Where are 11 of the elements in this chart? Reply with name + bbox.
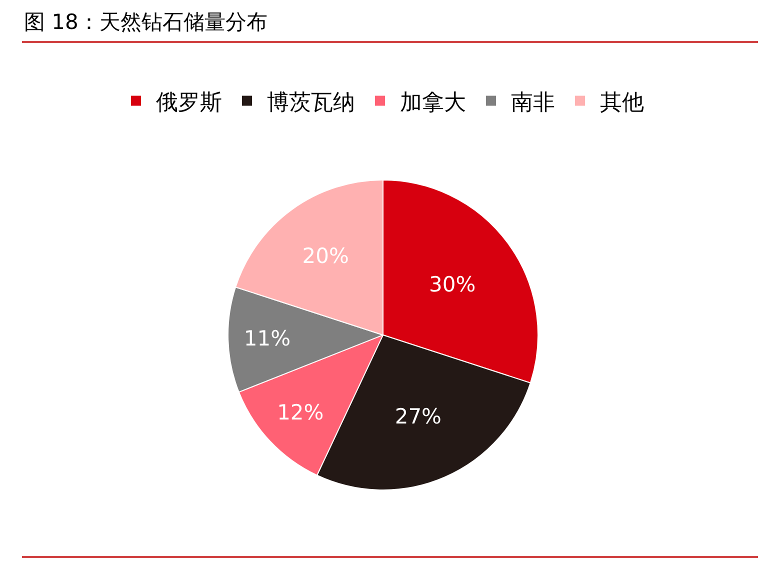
data-label: 30% bbox=[428, 272, 476, 297]
chart-title: 图 18：天然钻石储量分布 bbox=[24, 10, 268, 34]
legend-label: 俄罗斯 bbox=[156, 90, 222, 116]
data-label: 11% bbox=[244, 326, 291, 351]
data-label: 20% bbox=[302, 244, 349, 268]
legend-label: 加拿大 bbox=[400, 90, 466, 116]
data-label: 27% bbox=[394, 404, 442, 428]
legend-label: 南非 bbox=[511, 90, 555, 116]
legend-label: 其他 bbox=[600, 90, 644, 116]
legend-label: 博茨瓦纳 bbox=[267, 90, 355, 116]
data-label: 12% bbox=[277, 400, 324, 425]
